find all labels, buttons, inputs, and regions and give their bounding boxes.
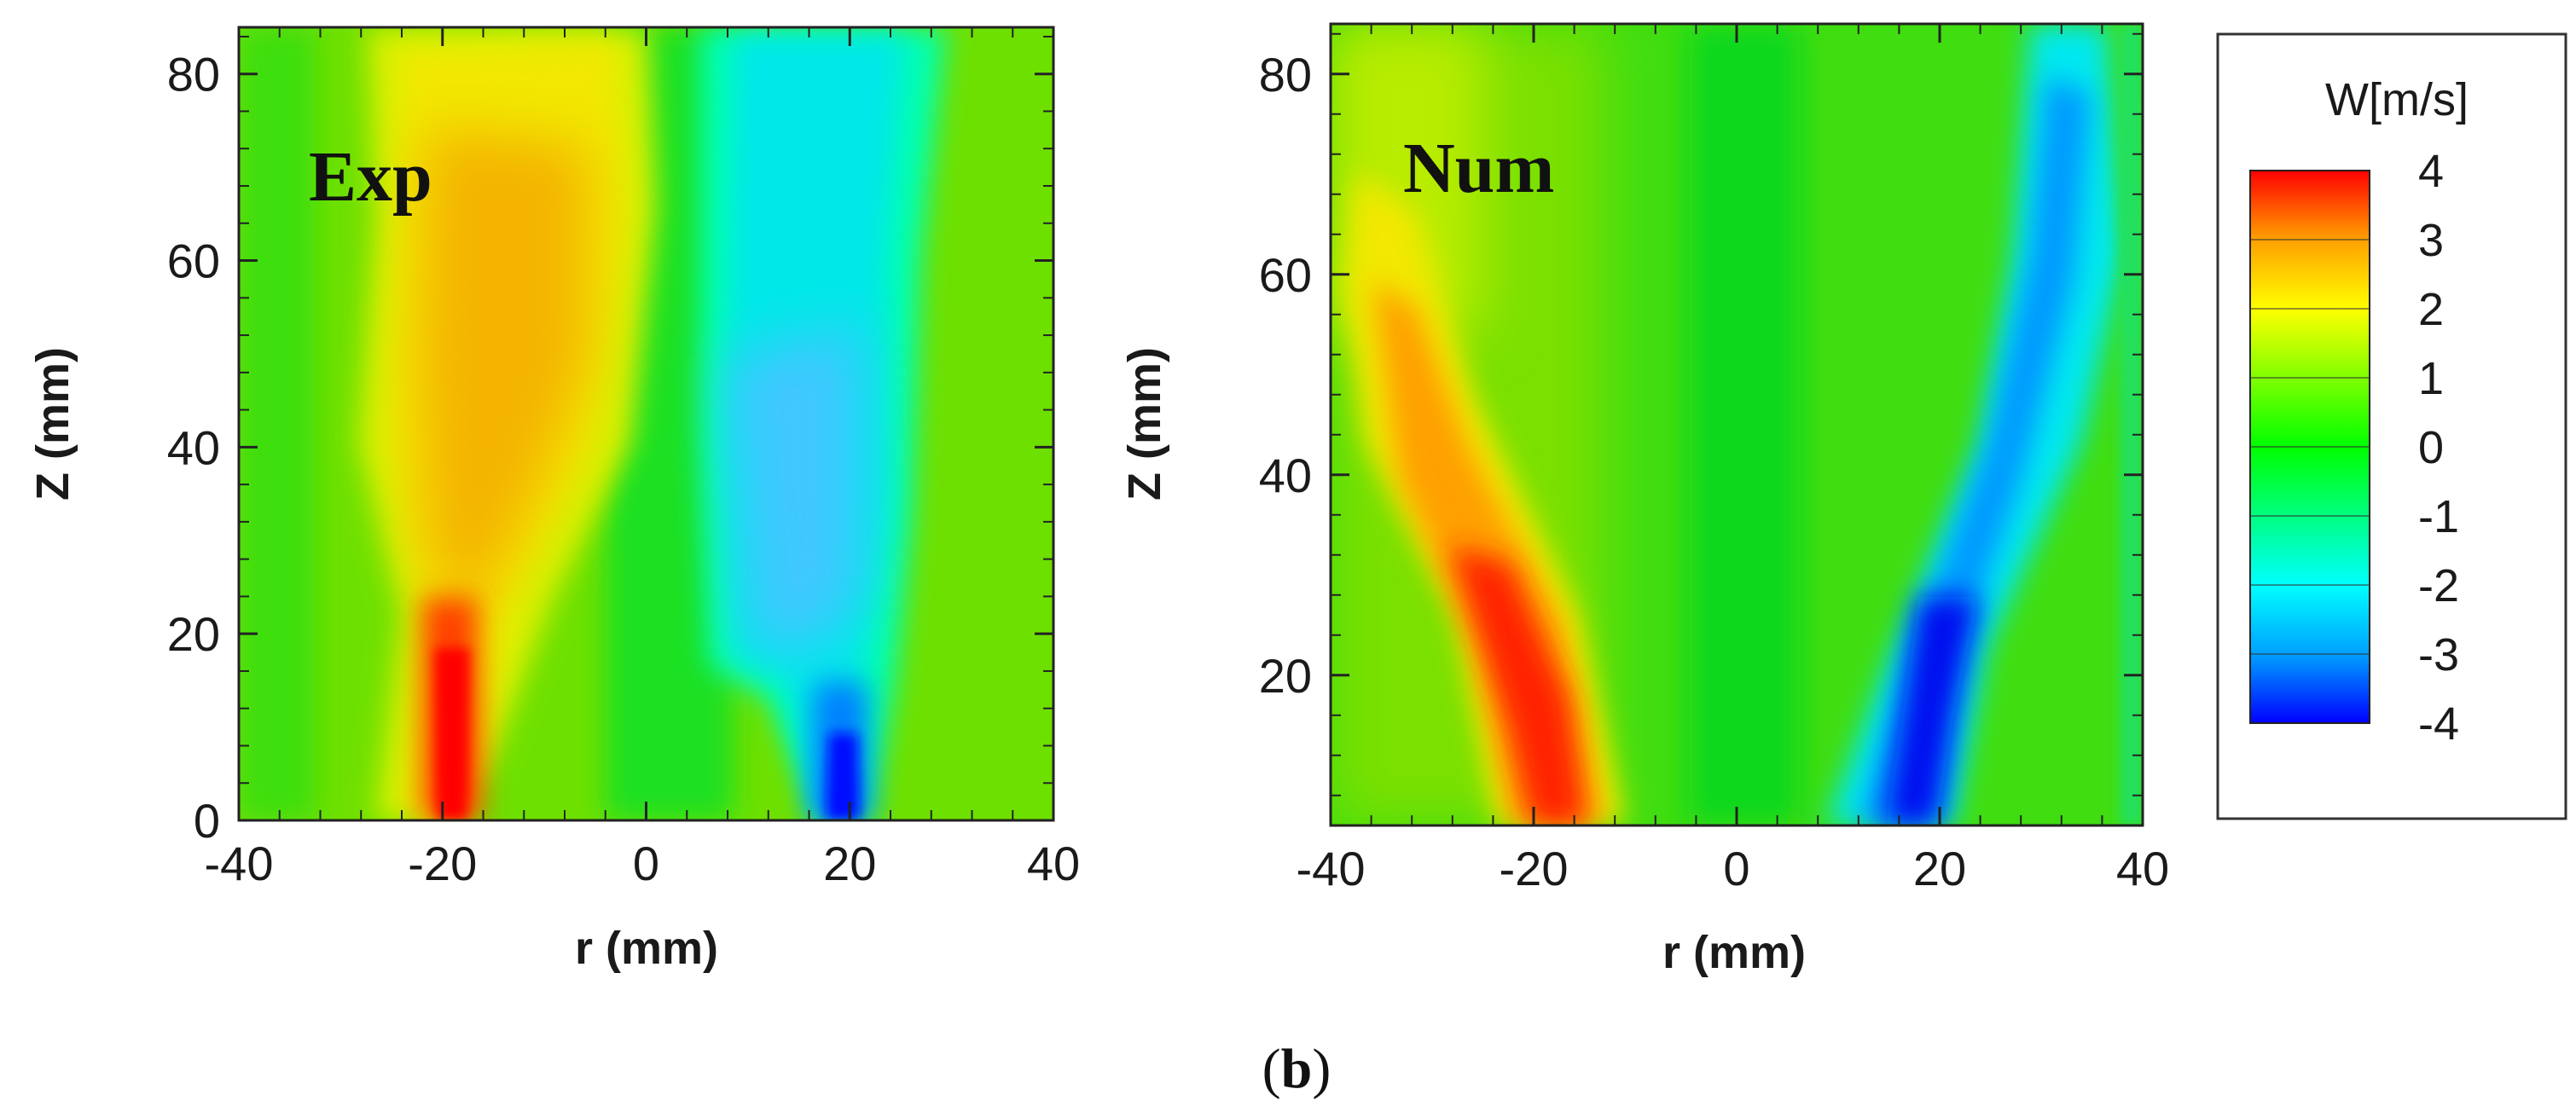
num-x-tick-label: -40: [1297, 842, 1366, 895]
colorbar-label: 4: [2418, 146, 2444, 197]
exp-x-tick-label: 0: [633, 837, 659, 890]
num-right-edge: [2120, 24, 2143, 825]
colorbar-label: 1: [2418, 353, 2444, 404]
colorbar-title: W[m/s]: [2325, 74, 2469, 125]
exp-panel-label: Exp: [309, 137, 432, 217]
figure-caption: (b): [1262, 1038, 1332, 1100]
colorbar-label: 0: [2418, 422, 2444, 473]
num-ticks: -40 -20 0 20 40 20 40 60 80: [1259, 24, 2169, 895]
num-negative-jet-core: [1885, 597, 1979, 825]
exp-y-tick-label: 20: [167, 607, 220, 661]
exp-y-tick-label: 0: [194, 794, 220, 848]
exp-positive-jet-core: [435, 648, 469, 820]
exp-left-edge-band: [239, 27, 316, 820]
exp-y-tick-label: 80: [167, 48, 220, 101]
num-y-tick-label: 60: [1259, 248, 1312, 302]
exp-negative-plume: [725, 324, 862, 648]
num-positive-jet-core: [1450, 546, 1587, 825]
colorbar-ticks: 4 3 2 1 0 -1 -2 -3 -4: [2250, 146, 2459, 750]
exp-x-tick-label: 20: [823, 837, 876, 890]
exp-x-tick-label: 40: [1027, 837, 1080, 890]
num-x-tick-label: -20: [1500, 842, 1569, 895]
colorbar-label: -1: [2418, 491, 2459, 542]
num-x-tick-label: 40: [2116, 842, 2169, 895]
exp-x-tick-label: -40: [205, 837, 274, 890]
exp-ticks: -40 -20 0 20 40 0 20 40 60 80: [167, 27, 1080, 890]
colorbar-legend: W[m/s] 4 3 2 1 0 -1 -2 -3 -4: [2216, 32, 2567, 820]
num-panel-label: Num: [1403, 129, 1554, 208]
num-x-axis-title: r (mm): [1662, 927, 1806, 978]
exp-x-tick-label: -20: [408, 837, 477, 890]
num-y-tick-label: 80: [1259, 48, 1312, 101]
colorbar-label: 2: [2418, 284, 2444, 335]
exp-contour-field: [239, 27, 1053, 820]
num-y-axis-title: Z (mm): [1119, 347, 1170, 501]
exp-x-axis-title: r (mm): [575, 923, 718, 974]
num-panel: -40 -20 0 20 40 20 40 60 80 Num r (mm) Z (mm): [1119, 22, 2169, 978]
exp-negative-jet-core: [826, 733, 860, 820]
num-core-band: [1689, 24, 1800, 825]
exp-y-axis-title: Z (mm): [27, 347, 78, 501]
num-x-tick-label: 20: [1913, 842, 1966, 895]
exp-panel: -40 -20 0 20 40 0 20 40 60 80 Exp r (mm) Z (mm): [27, 26, 1080, 974]
num-x-tick-label: 0: [1723, 842, 1749, 895]
num-y-tick-label: 20: [1259, 649, 1312, 703]
colorbar-label: -4: [2418, 698, 2459, 750]
colorbar-label: -2: [2418, 560, 2459, 611]
colorbar-label: -3: [2418, 629, 2459, 681]
num-contour-field: [1331, 24, 2143, 825]
exp-y-tick-label: 60: [167, 235, 220, 288]
colorbar-label: 3: [2418, 215, 2444, 266]
exp-positive-plume: [418, 128, 589, 614]
exp-y-tick-label: 40: [167, 420, 220, 474]
num-y-tick-label: 40: [1259, 449, 1312, 502]
